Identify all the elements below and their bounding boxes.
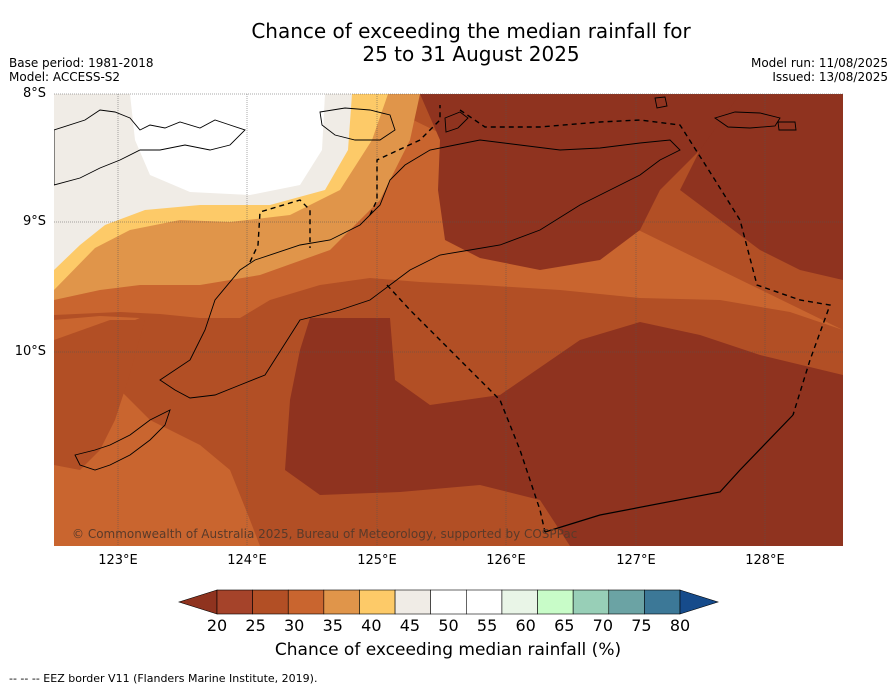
colorbar-tick-label: 40 [361,616,382,635]
island-east-1 [713,111,781,129]
colorbar-under-arrow [178,589,218,615]
region-50-55 [130,94,325,195]
colorbar [178,589,719,615]
colorbar-tick-label: 60 [515,616,536,635]
rainfall-field [54,94,843,546]
colorbar-swatch [323,589,360,615]
maritime-boundary [544,414,794,533]
colorbar-swatch [216,589,253,615]
base-period: Base period: 1981-2018 [9,56,154,70]
graticule [54,93,843,546]
colorbar-tick-label: 30 [283,616,305,635]
meta-left: Base period: 1981-2018 Model: ACCESS-S2 [9,56,154,84]
lon-label-125e: 125°E [357,553,397,568]
timor-coast [159,139,681,399]
colorbar-tick-label: 65 [554,616,575,635]
colorbar-swatch [466,589,503,615]
lon-label-128e: 128°E [745,553,785,568]
colorbar-tick-label: 35 [322,616,343,635]
model-run: Model run: 11/08/2025 [750,56,888,70]
colorbar-tick-label: 75 [631,616,652,635]
wetar-coast [319,107,396,141]
colorbar-swatch [287,589,325,615]
lat-label-9s: 9°S [22,214,46,229]
island-mid-1 [444,111,469,133]
island-east-2 [654,96,668,109]
colorbar-tick-label: 50 [438,616,459,635]
island-east-3 [777,121,797,131]
lat-label-8s: 8°S [22,86,46,101]
colorbar-swatch [572,589,610,615]
colorbar-tick-label: 55 [476,616,498,635]
colorbar-swatch [359,589,396,615]
colorbar-tick-label: 20 [206,616,228,635]
colorbar-tick-label: 45 [399,616,421,635]
colorbar-swatch [430,589,467,615]
title-line-2: 25 to 31 August 2025 [362,42,580,66]
colorbar-tick-label: 80 [669,616,691,635]
map-title: Chance of exceeding the median rainfall … [0,20,896,66]
region-lt20-east [680,94,843,280]
colorbar-swatch [644,589,681,615]
colorbar-swatch [501,589,538,615]
meta-right: Model run: 11/08/2025 Issued: 13/08/2025 [751,56,888,84]
colorbar-over-arrow [679,589,719,615]
issued-date: Issued: 13/08/2025 [772,70,888,84]
region-25-30-west [54,320,145,470]
region-lt20-south [285,318,843,546]
colorbar-swatch [394,589,431,615]
footer-note: -- -- -- EEZ border V11 (Flanders Marine… [9,672,318,685]
colorbar-tick-label: 25 [245,616,266,635]
lat-label-10s: 10°S [14,344,46,359]
region-lt20-north [420,94,843,270]
title-line-1: Chance of exceeding the median rainfall … [251,19,691,43]
colorbar-swatch [252,589,289,615]
colorbar-swatch [537,589,574,615]
colorbar-swatch [608,589,645,615]
copyright-text: © Commonwealth of Australia 2025, Bureau… [72,527,577,541]
lon-label-127e: 127°E [616,553,656,568]
lon-label-126e: 126°E [486,553,526,568]
eez-border [249,105,831,533]
sumba-coast [74,409,171,471]
lon-label-123e: 123°E [98,553,138,568]
model-name: Model: ACCESS-S2 [9,70,121,84]
colorbar-title: Chance of exceeding median rainfall (%) [274,640,622,660]
colorbar-tick-label: 70 [592,616,614,635]
flores-coast [54,109,246,186]
lon-label-124e: 124°E [227,553,267,568]
coastlines [54,96,797,471]
